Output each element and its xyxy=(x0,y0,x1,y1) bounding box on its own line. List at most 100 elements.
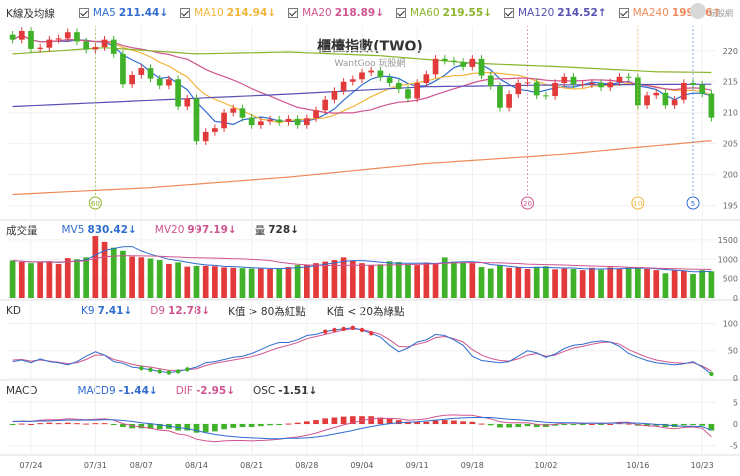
kd-legend-label: D9 xyxy=(150,305,166,317)
ma-marker xyxy=(686,196,700,210)
y-tick-label: 0 xyxy=(733,374,738,383)
volume-bar xyxy=(101,241,108,298)
osc-bar xyxy=(46,422,53,424)
volume-bar xyxy=(589,267,595,298)
ma-line-ma120 xyxy=(12,83,712,108)
candle-body xyxy=(579,84,586,86)
volume-bar xyxy=(497,265,503,298)
volume-bar xyxy=(524,268,531,298)
x-tick-label: 10/23 xyxy=(691,461,714,470)
kd-overbought-dot xyxy=(359,327,365,333)
y-tick-label: 1000 xyxy=(718,255,738,264)
kd-oversold-dot xyxy=(175,369,181,374)
volume-bar xyxy=(386,261,393,298)
checkbox-icon[interactable] xyxy=(503,8,514,18)
osc-bar xyxy=(193,424,200,433)
osc-bar xyxy=(64,422,71,424)
checkbox-icon[interactable] xyxy=(396,8,407,18)
volume-bar xyxy=(55,263,62,298)
candle-body xyxy=(340,81,347,92)
kd-overbought-dot xyxy=(341,326,346,332)
candle-body xyxy=(653,92,660,96)
volume-bar xyxy=(147,258,154,298)
price-legend-item[interactable]: MA20 218.89↓ xyxy=(288,7,384,19)
osc-bar xyxy=(303,421,310,424)
volume-bar xyxy=(506,267,512,298)
y-tick-label: 0 xyxy=(733,420,738,429)
volume-bar xyxy=(184,266,191,298)
candle-body xyxy=(634,77,641,106)
checkbox-icon[interactable] xyxy=(180,8,191,18)
volume-bar xyxy=(543,266,549,298)
x-tick-label: 08/21 xyxy=(240,461,263,470)
candle-body xyxy=(294,118,301,126)
volume-legend-value: 830.42↓ xyxy=(87,224,137,236)
osc-bar xyxy=(285,423,292,425)
osc-bar xyxy=(276,424,283,425)
candle-body xyxy=(248,117,255,126)
price-legend-item[interactable]: MA60 219.55↓ xyxy=(396,7,492,19)
y-tick-label: 205 xyxy=(723,140,738,149)
osc-bar xyxy=(212,424,218,432)
candle-body xyxy=(690,82,696,85)
candle-body xyxy=(478,58,485,76)
candle-body xyxy=(451,60,457,62)
price-legend-item[interactable]: MA10 214.94↓ xyxy=(180,7,276,19)
kd-overbought-dot xyxy=(368,331,374,336)
osc-bar xyxy=(699,424,706,426)
osc-bar xyxy=(607,424,614,425)
osc-bar xyxy=(432,420,439,424)
y-tick-label: 0 xyxy=(733,294,738,303)
y-tick-label: 200 xyxy=(723,171,738,180)
volume-bar xyxy=(9,260,16,298)
osc-bar xyxy=(18,423,25,425)
price-legend-item[interactable]: MA120 214.52↑ xyxy=(503,7,607,19)
osc-bar xyxy=(74,423,80,425)
candle-body xyxy=(487,75,494,87)
volume-legend-label: MV5 xyxy=(61,224,85,236)
candle-body xyxy=(662,92,669,106)
volume-bar xyxy=(92,236,99,298)
candle-body xyxy=(46,39,53,48)
x-tick-label: 10/02 xyxy=(534,461,557,470)
osc-bar xyxy=(37,423,44,425)
volume-bar xyxy=(349,260,356,298)
candle-body xyxy=(258,121,264,126)
kd-legend-label: K值 > 80為紅點 xyxy=(228,305,306,318)
volume-bar xyxy=(193,265,200,298)
volume-bar xyxy=(644,268,650,298)
volume-bar xyxy=(451,261,457,298)
kd-legend-item: K值 > 80為紅點 xyxy=(228,304,309,319)
price-legend-item[interactable]: MA5 211.44↓ xyxy=(78,7,168,19)
ma-marker-label: 10 xyxy=(633,200,642,208)
volume-bar xyxy=(64,258,71,298)
volume-bar xyxy=(110,247,117,298)
checkbox-icon[interactable] xyxy=(288,8,299,18)
osc-bar xyxy=(156,424,163,430)
osc-bar xyxy=(230,424,237,428)
candle-body xyxy=(276,119,283,122)
osc-bar xyxy=(55,423,62,425)
volume-legend-item: MV5 830.42↓ xyxy=(62,223,137,238)
candle-body xyxy=(74,32,80,42)
macd-legend-item: OSC -1.51↓ xyxy=(253,385,317,397)
osc-bar xyxy=(138,424,145,429)
checkbox-icon[interactable] xyxy=(78,8,89,18)
chart-subtitle: WantGoo 玩股網 xyxy=(334,59,406,69)
candle-body xyxy=(543,95,549,97)
candle-body xyxy=(129,74,135,85)
volume-bar xyxy=(258,268,264,298)
macd-legend-value: -1.51↓ xyxy=(278,385,318,397)
candle-body xyxy=(55,38,62,40)
osc-bar xyxy=(28,424,34,425)
volume-bar xyxy=(579,270,586,298)
checkbox-icon[interactable] xyxy=(618,8,629,18)
osc-bar xyxy=(101,423,108,425)
osc-bar xyxy=(120,424,126,428)
candle-body xyxy=(166,79,172,86)
ma-line-ma5 xyxy=(12,34,712,126)
candle-body xyxy=(230,108,237,113)
ma-marker-label: 60 xyxy=(91,200,100,208)
volume-bar xyxy=(37,262,44,298)
